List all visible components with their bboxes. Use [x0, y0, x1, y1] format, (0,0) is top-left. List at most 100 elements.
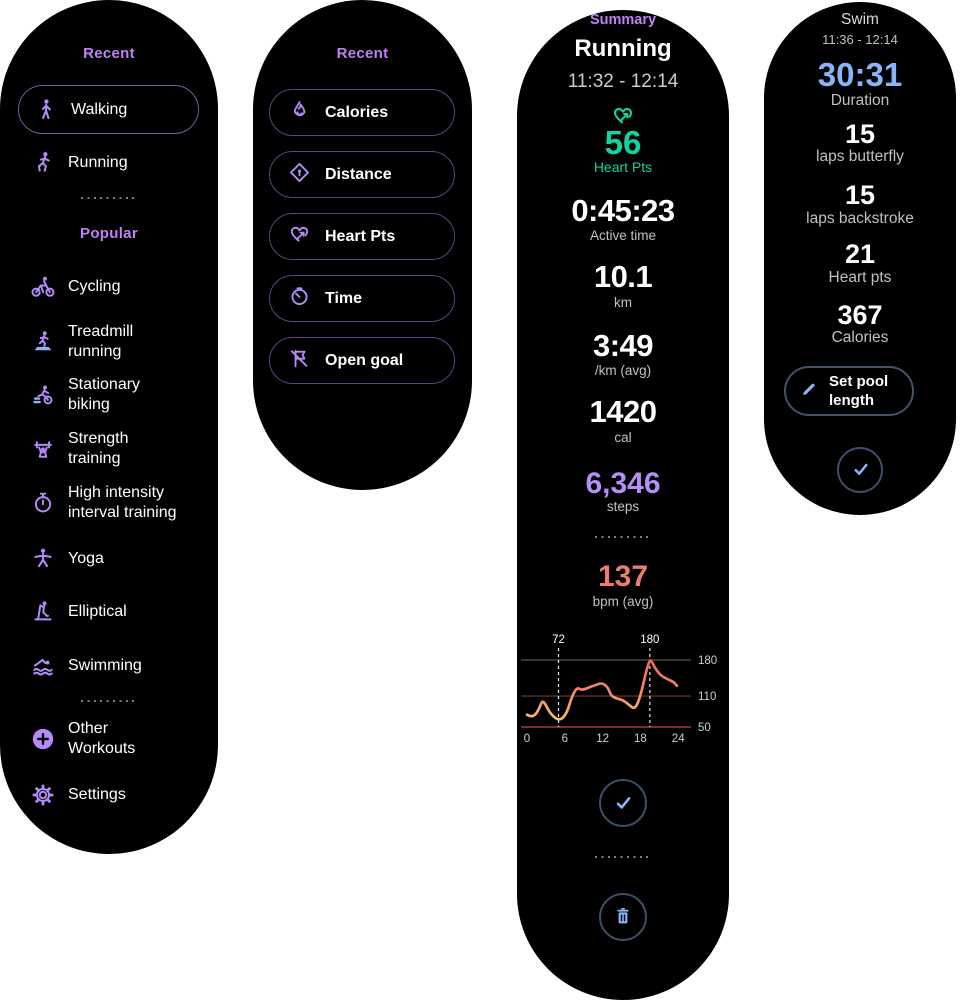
delete-workout-button[interactable] — [599, 893, 647, 941]
strength-icon — [29, 435, 57, 463]
stat-label: laps butterfly — [816, 148, 904, 165]
goal-button-open-goal[interactable]: Open goal — [269, 337, 455, 384]
watch-screen-swim-summary: Swim 11:36 - 12:14 30:31 Duration 15 lap… — [764, 2, 956, 515]
workout-item-stationary-biking[interactable]: Stationary biking — [0, 374, 218, 416]
svg-text:6: 6 — [562, 733, 568, 745]
stat-value: 1420 — [589, 394, 657, 429]
goal-button-calories[interactable]: Calories — [269, 89, 455, 136]
stat-label: cal — [614, 430, 632, 445]
stat-label: Calories — [831, 329, 889, 346]
workout-item-strength-training[interactable]: Strength training — [0, 428, 218, 470]
svg-text:0: 0 — [524, 733, 530, 745]
pencil-icon — [799, 379, 819, 404]
goal-button-heart-pts[interactable]: Heart Pts — [269, 213, 455, 260]
time-range: 11:36 - 12:14 — [822, 32, 898, 47]
recent-section-header: Recent — [83, 45, 135, 62]
workout-item-label: Treadmill running — [68, 323, 134, 360]
calories-icon — [287, 98, 312, 128]
recent-section-header: Recent — [336, 45, 389, 62]
workout-item-walking[interactable]: Walking — [18, 85, 199, 134]
watch-screen-goal-picker: Recent Calories Distance — [253, 0, 472, 490]
workout-item-hiit[interactable]: High intensity interval training — [0, 482, 218, 524]
steps-value: 6,346 — [585, 467, 661, 500]
steps-label: steps — [606, 499, 640, 514]
confirm-button[interactable] — [599, 779, 647, 827]
trash-icon — [611, 904, 635, 931]
svg-text:180: 180 — [640, 634, 659, 646]
bpm-value: 137 — [597, 560, 649, 593]
yoga-icon — [29, 545, 57, 573]
heart-rate-chart: 180 110 50 0 6 12 18 24 72 180 — [521, 634, 717, 745]
svg-text:50: 50 — [698, 722, 711, 734]
swimming-icon — [29, 652, 57, 680]
gear-icon — [29, 781, 57, 809]
time-icon — [287, 284, 312, 314]
workout-item-other-workouts[interactable]: Other Workouts — [0, 718, 218, 760]
stat-value: 30:31 — [817, 56, 903, 93]
confirm-button[interactable] — [837, 447, 883, 493]
divider-dots — [595, 856, 651, 858]
svg-text:110: 110 — [698, 691, 716, 703]
stat-label: Active time — [589, 228, 657, 243]
elliptical-icon — [29, 598, 57, 626]
stat-label: Heart pts — [828, 269, 892, 286]
workout-item-label: Elliptical — [68, 603, 127, 620]
set-pool-length-label: Set pool length — [829, 373, 889, 409]
goal-button-distance[interactable]: Distance — [269, 151, 455, 198]
goal-button-label: Open goal — [325, 351, 404, 369]
svg-text:18: 18 — [634, 733, 647, 745]
goal-button-label: Distance — [325, 165, 392, 183]
stat-label: /km (avg) — [594, 363, 652, 378]
workout-item-treadmill-running[interactable]: Treadmill running — [0, 321, 218, 363]
workout-title: Swim — [841, 11, 879, 28]
watch-screen-running-summary: Summary Running 11:32 - 12:14 56 Heart P… — [517, 10, 729, 1000]
check-icon — [848, 456, 873, 484]
set-pool-length-button[interactable]: Set pool length — [784, 366, 914, 416]
stat-value: 15 — [844, 119, 876, 149]
divider-dots — [595, 536, 651, 538]
workout-item-label: Running — [68, 154, 128, 171]
workout-item-running[interactable]: Running — [0, 147, 218, 179]
workout-item-label: High intensity interval training — [68, 484, 177, 521]
distance-icon — [287, 160, 312, 190]
divider-dots — [81, 197, 137, 199]
watch-screen-workout-list: Recent Walking Running Popular — [0, 0, 218, 854]
heart-pts-icon — [517, 103, 729, 134]
workout-title: Running — [574, 35, 672, 62]
divider-dots — [81, 700, 137, 702]
stationary-bike-icon — [29, 381, 57, 409]
treadmill-icon — [29, 328, 57, 356]
stat-value: 3:49 — [592, 328, 654, 363]
stat-label: Duration — [830, 92, 890, 109]
heart-pts-icon — [287, 222, 312, 252]
goal-button-time[interactable]: Time — [269, 275, 455, 322]
stat-value: 21 — [844, 239, 876, 269]
workout-item-yoga[interactable]: Yoga — [0, 543, 218, 575]
time-range: 11:32 - 12:14 — [567, 71, 679, 92]
svg-text:24: 24 — [672, 733, 685, 745]
running-icon — [29, 149, 57, 177]
add-icon — [29, 725, 57, 753]
goal-button-label: Time — [325, 289, 363, 307]
workout-item-swimming[interactable]: Swimming — [0, 650, 218, 682]
svg-text:72: 72 — [552, 634, 565, 646]
walking-icon — [32, 96, 60, 124]
stat-label: km — [614, 295, 632, 310]
stat-label: laps backstroke — [806, 210, 914, 227]
workout-item-elliptical[interactable]: Elliptical — [0, 596, 218, 628]
workout-item-label: Walking — [71, 100, 128, 118]
goal-button-label: Calories — [325, 103, 389, 121]
summary-header: Summary — [589, 12, 657, 28]
cycling-icon — [29, 273, 57, 301]
svg-text:12: 12 — [596, 733, 609, 745]
popular-section-header: Popular — [80, 225, 138, 242]
stat-value: 367 — [837, 300, 883, 330]
heart-pts-label: Heart Pts — [593, 159, 653, 175]
stat-value: 15 — [844, 180, 876, 210]
menu-item-settings[interactable]: Settings — [0, 779, 218, 811]
workout-item-label: Yoga — [68, 550, 104, 567]
svg-text:180: 180 — [698, 655, 717, 667]
workout-item-cycling[interactable]: Cycling — [0, 271, 218, 303]
stat-value: 10.1 — [593, 259, 653, 294]
